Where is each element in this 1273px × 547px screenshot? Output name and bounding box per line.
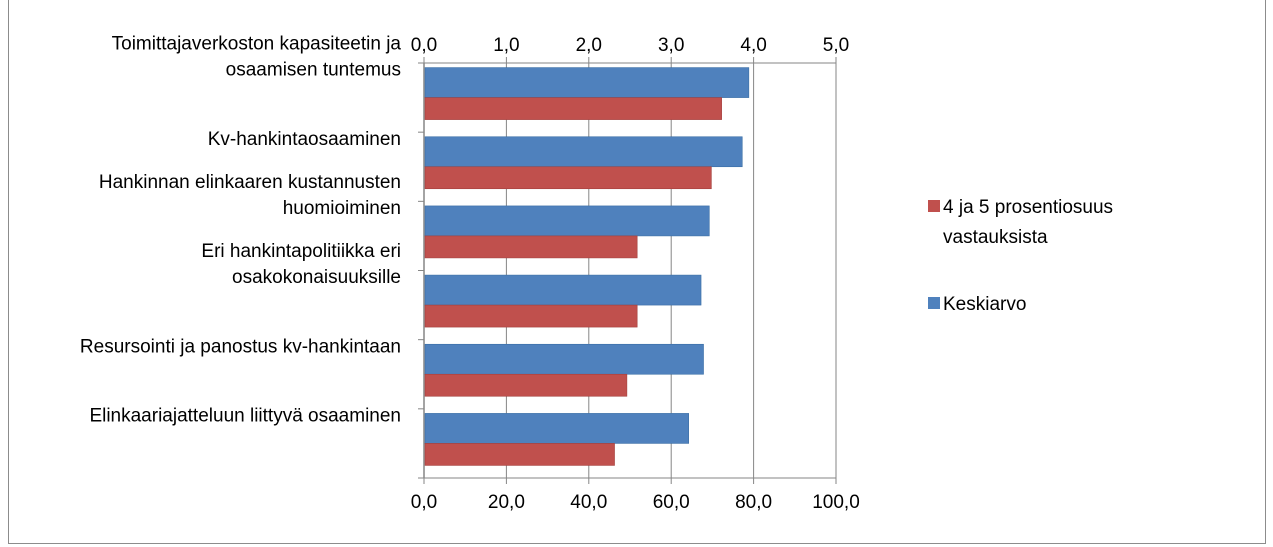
bar-keskiarvo bbox=[424, 67, 750, 98]
category-label: huomioiminen bbox=[283, 198, 401, 219]
legend-label: 4 ja 5 prosentiosuus bbox=[943, 197, 1113, 218]
bottom-axis: 0,0 20,0 40,0 60,0 80,0 100,0 bbox=[411, 477, 860, 513]
top-axis-tick-label: 3,0 bbox=[658, 35, 684, 56]
bottom-axis-tick-label: 60,0 bbox=[653, 492, 690, 513]
bar-prosentiosuus bbox=[424, 166, 712, 190]
bar-prosentiosuus bbox=[424, 235, 638, 259]
bars bbox=[424, 67, 750, 466]
top-axis-tick-label: 5,0 bbox=[823, 35, 849, 56]
top-axis-tick-label: 0,0 bbox=[411, 35, 437, 56]
legend: 4 ja 5 prosentiosuus vastauksista Keskiarv… bbox=[928, 197, 1113, 315]
bar-prosentiosuus bbox=[424, 97, 722, 120]
category-label: Toimittajaverkoston kapasiteetin ja bbox=[112, 34, 402, 55]
bar-chart: 0,0 1,0 2,0 3,0 4,0 5,0 0,0 20,0 40,0 60,0 80,0 10… bbox=[80, 34, 1113, 513]
legend-swatch bbox=[928, 297, 940, 309]
bottom-axis-tick-label: 100,0 bbox=[812, 492, 860, 513]
bar-keskiarvo bbox=[424, 343, 704, 375]
bottom-axis-tick-label: 80,0 bbox=[735, 492, 772, 513]
category-label: Resursointi ja panostus kv-hankintaan bbox=[80, 336, 401, 357]
top-axis: 0,0 1,0 2,0 3,0 4,0 5,0 bbox=[411, 35, 849, 64]
category-label: Hankinnan elinkaaren kustannusten bbox=[99, 172, 401, 193]
legend-swatch bbox=[928, 200, 940, 212]
bottom-axis-tick-label: 40,0 bbox=[570, 492, 607, 513]
legend-label: vastauksista bbox=[943, 227, 1048, 248]
bottom-axis-tick-label: 20,0 bbox=[488, 492, 525, 513]
category-label: osakokonaisuuksille bbox=[232, 267, 401, 288]
bar-prosentiosuus bbox=[424, 443, 615, 466]
category-label: Kv-hankintaosaaminen bbox=[208, 129, 401, 150]
top-axis-tick-label: 2,0 bbox=[576, 35, 602, 56]
legend-label: Keskiarvo bbox=[943, 294, 1026, 315]
top-axis-tick-label: 4,0 bbox=[740, 35, 766, 56]
chart-frame: 0,0 1,0 2,0 3,0 4,0 5,0 0,0 20,0 40,0 60,0 80,0 10… bbox=[8, 0, 1266, 544]
bar-keskiarvo bbox=[424, 413, 689, 444]
category-label: osaamisen tuntemus bbox=[226, 60, 401, 81]
category-label: Elinkaariajatteluun liittyvä osaaminen bbox=[89, 405, 401, 426]
bar-keskiarvo bbox=[424, 205, 710, 237]
bottom-axis-tick-label: 0,0 bbox=[411, 492, 437, 513]
category-label: Eri hankintapolitiikka eri bbox=[201, 241, 401, 262]
top-axis-tick-label: 1,0 bbox=[493, 35, 519, 56]
bar-keskiarvo bbox=[424, 136, 743, 168]
bar-prosentiosuus bbox=[424, 304, 638, 328]
category-labels: Toimittajaverkoston kapasiteetin ja osaam… bbox=[80, 34, 402, 427]
gridlines bbox=[418, 62, 837, 479]
bar-keskiarvo bbox=[424, 274, 702, 306]
bar-prosentiosuus bbox=[424, 373, 628, 397]
